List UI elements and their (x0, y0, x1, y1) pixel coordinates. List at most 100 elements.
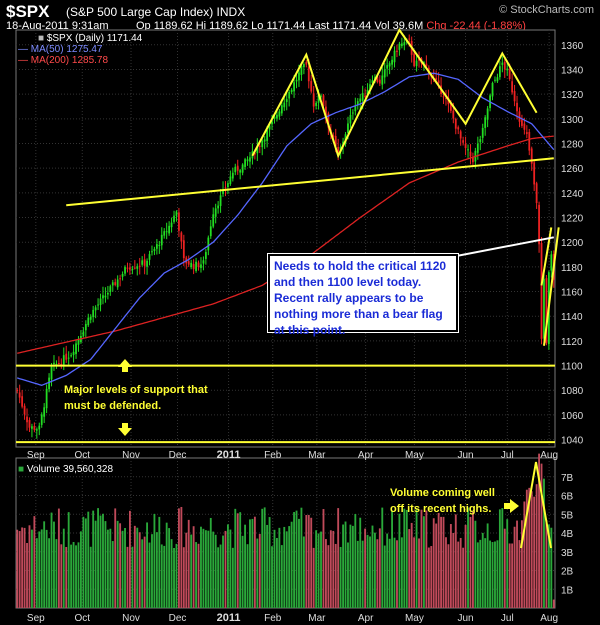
candle-body (60, 363, 63, 365)
volume-bar (212, 531, 215, 608)
legend-ma200: — MA(200) 1285.78 (18, 55, 109, 66)
volume-bar (207, 530, 210, 608)
volume-bar (347, 542, 349, 608)
candle-body (258, 145, 261, 147)
candle-body (224, 187, 227, 189)
volume-bar (351, 525, 354, 608)
volume-bar (84, 518, 87, 608)
candle-body (398, 43, 401, 50)
candle-body (383, 69, 386, 78)
candle-body (111, 282, 114, 286)
candle-body (180, 232, 183, 242)
candle-body (435, 77, 438, 81)
volume-bar (523, 501, 526, 608)
candle-body (229, 176, 232, 184)
candle-body (315, 102, 318, 106)
volume-bar (501, 508, 504, 608)
candle-body (53, 362, 55, 365)
candle-body (146, 260, 148, 267)
volume-bar (271, 546, 273, 608)
volume-bar (427, 547, 430, 608)
volume-bar (383, 545, 386, 608)
volume-bar (80, 531, 82, 608)
candle-body (151, 251, 153, 253)
volume-bar (408, 529, 411, 608)
volume-bar (449, 524, 452, 608)
candle-body (454, 118, 457, 129)
candle-body (452, 110, 455, 119)
volume-bar (288, 526, 291, 608)
volume-bar (106, 529, 109, 608)
volume-bar (381, 507, 384, 608)
candle-body (545, 278, 548, 344)
price-tick-label: 1340 (561, 65, 584, 76)
volume-bar (388, 538, 391, 608)
volume-bar (87, 511, 90, 608)
volume-bar (202, 528, 205, 608)
x-tick-label: Mar (308, 613, 326, 624)
candle-body (109, 286, 112, 292)
volume-bar (121, 530, 124, 608)
volume-bar (263, 507, 266, 608)
volume-bar (151, 534, 153, 608)
candle-body (82, 331, 85, 337)
candle-body (31, 426, 33, 429)
x-tick-label: Jun (457, 450, 473, 461)
volume-bar (18, 531, 21, 608)
x-tick-label: Jul (501, 613, 514, 624)
volume-bar (256, 538, 259, 608)
candle-body (388, 63, 391, 67)
volume-bar (43, 521, 46, 608)
volume-bar (141, 539, 144, 608)
volume-bar (506, 519, 509, 608)
candle-body (530, 148, 533, 164)
volume-bar (302, 536, 305, 608)
candle-body (182, 240, 185, 259)
volume-bar (552, 599, 555, 608)
candle-body (178, 212, 180, 231)
volume-bar (521, 520, 523, 608)
volume-bar (445, 537, 447, 608)
volume-bar (249, 519, 251, 608)
candle-body (84, 323, 87, 331)
candle-body (501, 62, 504, 65)
candle-body (322, 95, 325, 107)
candle-body (354, 105, 357, 112)
legend-ma50: — MA(50) 1275.47 (18, 44, 103, 55)
volume-bar (547, 524, 550, 608)
price-tick-label: 1360 (561, 41, 584, 52)
candle-body (236, 165, 239, 171)
volume-bar (418, 538, 420, 608)
volume-bar (283, 526, 286, 608)
candle-body (445, 97, 447, 99)
candle-body (48, 377, 50, 390)
candle-body (516, 102, 518, 112)
volume-bar (361, 540, 364, 608)
volume-bar (550, 527, 553, 608)
candle-body (525, 132, 528, 134)
volume-bar (182, 547, 185, 608)
volume-bar (116, 520, 119, 608)
candle-body (35, 429, 38, 431)
candle-body (106, 292, 109, 295)
volume-peak-lines (520, 461, 552, 549)
price-tick-label: 1060 (561, 411, 584, 422)
candle-body (327, 113, 330, 128)
candle-body (170, 222, 173, 228)
volume-bar (366, 534, 369, 608)
candle-body (121, 273, 124, 277)
volume-bar (111, 541, 114, 608)
volume-bar (386, 533, 389, 608)
candle-body (425, 63, 428, 67)
candle-body (266, 129, 269, 141)
candle-body (219, 195, 222, 206)
candle-body (307, 66, 310, 82)
candle-body (351, 112, 354, 114)
candle-body (187, 261, 190, 265)
candle-body (371, 80, 374, 83)
candle-body (347, 123, 349, 133)
volume-bar (185, 532, 188, 608)
candle-body (160, 234, 163, 246)
x-tick-label: Aug (540, 450, 558, 461)
volume-bar (158, 516, 161, 608)
